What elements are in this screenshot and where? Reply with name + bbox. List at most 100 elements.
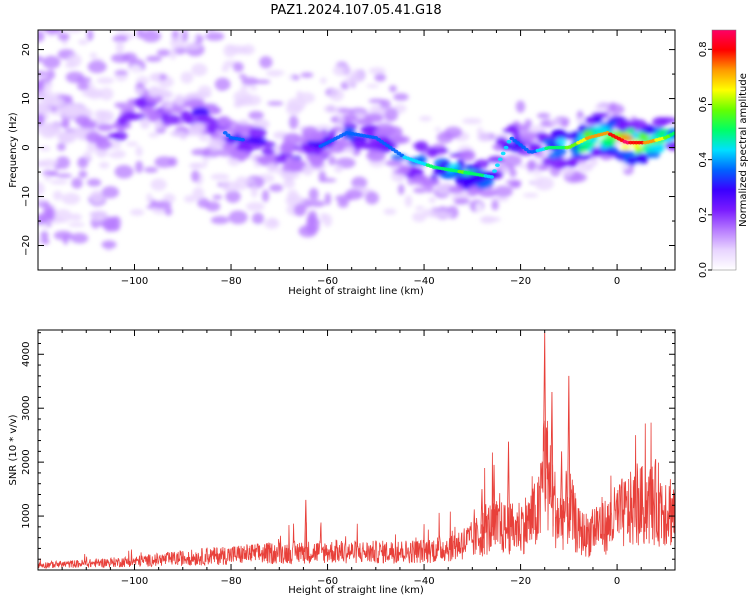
heatmap-cell	[606, 151, 619, 157]
heatmap-cell	[385, 160, 403, 166]
heatmap-cell	[240, 85, 248, 90]
heatmap-cell	[309, 200, 325, 207]
heatmap-cell	[174, 94, 184, 106]
heatmap-cell	[287, 98, 306, 112]
heatmap-cell	[224, 92, 232, 103]
heatmap-cell	[53, 191, 63, 201]
heatmap-cell	[66, 71, 85, 83]
heatmap-cell	[33, 31, 45, 43]
heatmap-cell	[617, 150, 634, 155]
heatmap-cell	[591, 147, 600, 157]
heatmap-ridge-cell	[507, 140, 512, 144]
heatmap-cell	[64, 22, 83, 33]
heatmap-x-axis-label: Height of straight line (km)	[288, 286, 424, 297]
heatmap-cell	[223, 143, 236, 151]
heatmap-cell	[193, 187, 205, 200]
heatmap-x-tick-label: −100	[121, 276, 148, 287]
heatmap-cell	[320, 77, 327, 84]
heatmap-cell	[405, 195, 413, 207]
heatmap-cell	[494, 145, 502, 151]
heatmap-cell	[34, 71, 48, 76]
heatmap-cell	[53, 17, 72, 23]
heatmap-y-tick-label: 10	[21, 92, 32, 105]
colorbar-label: Normalized spectral amplitude	[738, 73, 749, 227]
heatmap-cell	[79, 202, 91, 209]
heatmap-cell	[376, 127, 395, 135]
heatmap-cell	[325, 193, 332, 205]
heatmap-cell	[441, 134, 459, 139]
heatmap-cell	[261, 148, 275, 155]
heatmap-cell	[99, 162, 109, 169]
heatmap-cell	[365, 192, 379, 205]
heatmap-cell	[135, 88, 144, 95]
heatmap-cell	[99, 110, 114, 122]
heatmap-cell	[309, 188, 319, 201]
heatmap-cell	[500, 166, 510, 173]
heatmap-cell	[97, 77, 114, 84]
heatmap-cell	[602, 137, 615, 146]
heatmap-cell	[205, 22, 215, 30]
heatmap-cell	[165, 109, 174, 114]
heatmap-x-tick-label: −20	[510, 276, 531, 287]
snr-x-tick-label: −80	[220, 576, 241, 587]
heatmap-cell	[165, 207, 173, 216]
heatmap-cell	[225, 190, 240, 203]
heatmap-ridge-cell	[504, 146, 509, 150]
heatmap-cell	[657, 117, 677, 123]
heatmap-cell	[34, 102, 48, 109]
heatmap-cell	[479, 189, 497, 197]
heatmap-cell	[35, 20, 48, 28]
heatmap-cell	[570, 173, 587, 182]
heatmap-cell	[454, 198, 470, 205]
heatmap-cell	[319, 171, 327, 182]
heatmap-cell	[107, 133, 119, 139]
heatmap-cell	[338, 108, 353, 113]
heatmap-cell	[267, 101, 284, 105]
heatmap-cell	[148, 86, 160, 97]
heatmap-cell	[289, 115, 299, 129]
heatmap-cell	[101, 240, 116, 249]
heatmap-cell	[442, 111, 452, 117]
heatmap-cell	[146, 193, 152, 203]
heatmap-cell	[250, 86, 257, 91]
heatmap-cell	[47, 97, 65, 107]
heatmap-cell	[329, 88, 344, 101]
heatmap-cell	[366, 150, 385, 162]
heatmap-cell	[60, 135, 71, 144]
heatmap-cell	[423, 209, 437, 217]
colorbar-tick-label: 0.6	[698, 97, 709, 113]
heatmap-cell	[380, 99, 391, 108]
colorbar-tick-label: 0.4	[698, 152, 709, 168]
snr-y-tick-label: 4000	[21, 342, 32, 367]
colorbar-gradient	[712, 30, 736, 270]
heatmap-cell	[556, 138, 567, 147]
heatmap-cell	[191, 63, 207, 76]
heatmap-cell	[324, 106, 338, 113]
heatmap-cell	[31, 0, 48, 3]
heatmap-cell	[154, 156, 174, 167]
heatmap-cell	[191, 170, 199, 182]
heatmap-cell	[476, 203, 483, 214]
colorbar-tick-label: 0.8	[698, 41, 709, 57]
heatmap-cell	[196, 116, 212, 123]
heatmap-cell	[70, 233, 88, 244]
heatmap-cell	[126, 142, 138, 147]
heatmap-cell	[142, 18, 158, 28]
heatmap-cell	[61, 119, 70, 128]
snr-y-axis-label: SNR (10 * v/v)	[8, 414, 19, 485]
heatmap-cell	[557, 161, 567, 167]
heatmap-cell	[237, 150, 246, 161]
heatmap-cell	[394, 136, 410, 144]
heatmap-cell	[413, 187, 427, 193]
heatmap-cell	[78, 39, 88, 45]
heatmap-cell	[205, 201, 220, 211]
heatmap-cell	[186, 99, 204, 108]
figure-title: PAZ1.2024.107.05.41.G18	[270, 3, 441, 18]
heatmap-cell	[305, 154, 323, 160]
heatmap-cell	[562, 121, 568, 127]
heatmap-cell	[262, 190, 269, 203]
heatmap-x-tick-label: 0	[614, 276, 620, 287]
heatmap-cell	[36, 2, 47, 7]
heatmap-cell	[527, 160, 537, 171]
